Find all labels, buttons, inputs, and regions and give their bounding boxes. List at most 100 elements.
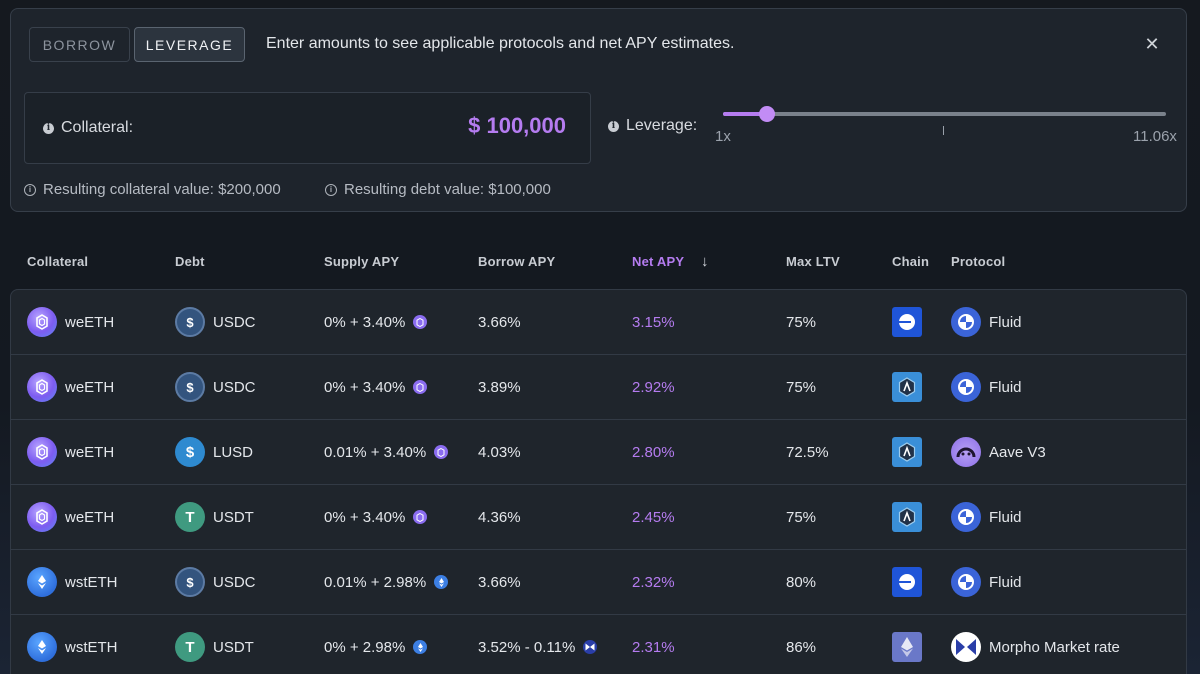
max-ltv-value: 86% [786,638,817,656]
debt-cell: T USDT [175,615,254,674]
column-header-chain[interactable]: Chain [892,254,930,269]
lusd-icon: $ [175,437,205,467]
debt-cell: T USDT [175,485,254,549]
close-icon[interactable]: ✕ [1144,33,1160,54]
leverage-min-label: 1x [715,128,731,145]
column-header-protocol[interactable]: Protocol [951,254,1006,269]
protocol-cell: Morpho Market rate [951,615,1120,674]
table-row[interactable]: weETH $ LUSD 0.01% + 3.40% 4.03% 2.80% 72.5% Aa… [11,420,1186,485]
max-ltv-cell: 86% [786,615,816,674]
debt-token-name: LUSD [213,443,254,461]
collateral-cell: weETH [27,485,114,549]
weeth-icon [27,307,57,337]
aave-icon [951,437,981,467]
weeth-icon [27,502,57,532]
net-apy-value: 2.45% [632,508,675,526]
wsteth-icon [434,575,449,589]
column-header-debt[interactable]: Debt [175,254,205,269]
max-ltv-cell: 75% [786,355,816,419]
leverage-slider-handle[interactable] [759,106,775,122]
column-header-borrow-apy[interactable]: Borrow APY [478,254,556,269]
fluid-icon [951,307,981,337]
protocol-name: Fluid [989,378,1022,396]
column-header-max-ltv[interactable]: Max LTV [786,254,840,269]
supply-apy-cell: 0.01% + 3.40% [324,420,449,484]
protocol-cell: Aave V3 [951,420,1046,484]
max-ltv-cell: 75% [786,485,816,549]
column-header-supply-apy[interactable]: Supply APY [324,254,400,269]
table-row[interactable]: wstETH $ USDC 0.01% + 2.98% 3.66% 2.32% 80% Flu… [11,550,1186,615]
collateral-token-name: weETH [65,508,115,526]
debt-token-name: USDT [213,638,254,656]
protocol-name: Morpho Market rate [989,638,1120,656]
max-ltv-value: 72.5% [786,443,829,461]
chain-cell [892,485,922,549]
collateral-label-text: Collateral: [61,119,134,136]
debt-cell: $ USDC [175,550,256,614]
net-apy-cell: 3.15% [632,290,675,354]
weeth-icon [27,437,57,467]
protocol-name: Fluid [989,313,1022,331]
base-chain-icon [892,307,922,337]
usdt-icon: T [175,632,205,662]
collateral-token-name: weETH [65,378,115,396]
collateral-cell: wstETH [27,615,118,674]
tab-borrow[interactable]: BORROW [29,27,130,62]
arbitrum-chain-icon [892,502,922,532]
net-apy-cell: 2.31% [632,615,675,674]
borrow-apy-value: 4.03% [478,443,521,461]
sort-descending-icon[interactable]: ↓ [701,253,709,270]
ethereum-chain-icon [892,632,922,662]
borrow-apy-value: 4.36% [478,508,521,526]
table-row[interactable]: weETH $ USDC 0% + 3.40% 3.66% 3.15% 75% Fluid [11,290,1186,355]
weeth-icon [27,372,57,402]
table-row[interactable]: wstETH T USDT 0% + 2.98% 3.52% - 0.11% 2.31% 8… [11,615,1186,674]
collateral-cell: wstETH [27,550,118,614]
debt-cell: $ LUSD [175,420,253,484]
wsteth-icon [413,640,428,654]
usdt-icon: T [175,502,205,532]
collateral-token-name: weETH [65,443,115,461]
net-apy-value: 3.15% [632,313,675,331]
wsteth-icon [27,567,57,597]
info-icon: i [608,120,619,132]
debt-token-name: USDC [213,313,256,331]
leverage-slider[interactable] [723,106,1166,122]
column-header-collateral[interactable]: Collateral [27,254,89,269]
net-apy-cell: 2.45% [632,485,675,549]
net-apy-value: 2.92% [632,378,675,396]
results-table: weETH $ USDC 0% + 3.40% 3.66% 3.15% 75% Fluid we… [10,289,1187,674]
table-row[interactable]: weETH $ USDC 0% + 3.40% 3.89% 2.92% 75% Fluid [11,355,1186,420]
weeth-icon [434,445,449,459]
column-header-net-apy[interactable]: Net APY [632,254,685,269]
chain-cell [892,550,922,614]
arbitrum-chain-icon [892,372,922,402]
supply-apy-value: 0.01% + 2.98% [324,573,427,591]
table-row[interactable]: weETH T USDT 0% + 3.40% 4.36% 2.45% 75% Fluid [11,485,1186,550]
weeth-icon [413,510,428,524]
net-apy-cell: 2.92% [632,355,675,419]
tab-leverage[interactable]: LEVERAGE [134,27,245,62]
supply-apy-cell: 0% + 3.40% [324,485,428,549]
borrow-apy-value: 3.66% [478,573,521,591]
leverage-slider-tick [943,126,944,135]
borrow-apy-value: 3.66% [478,313,521,331]
chain-cell [892,420,922,484]
leverage-panel: BORROW LEVERAGE Enter amounts to see app… [10,8,1187,212]
collateral-amount-input[interactable] [366,113,566,139]
protocol-name: Fluid [989,573,1022,591]
leverage-label-text: Leverage: [626,117,698,134]
max-ltv-cell: 80% [786,550,816,614]
supply-apy-value: 0% + 3.40% [324,378,406,396]
max-ltv-cell: 72.5% [786,420,829,484]
net-apy-value: 2.80% [632,443,675,461]
info-icon: i [24,183,36,196]
protocol-cell: Fluid [951,550,1022,614]
protocol-name: Aave V3 [989,443,1046,461]
collateral-token-name: wstETH [65,638,118,656]
collateral-cell: weETH [27,290,114,354]
max-ltv-value: 75% [786,378,817,396]
debt-cell: $ USDC [175,290,256,354]
net-apy-cell: 2.32% [632,550,675,614]
usdc-icon: $ [175,372,205,402]
